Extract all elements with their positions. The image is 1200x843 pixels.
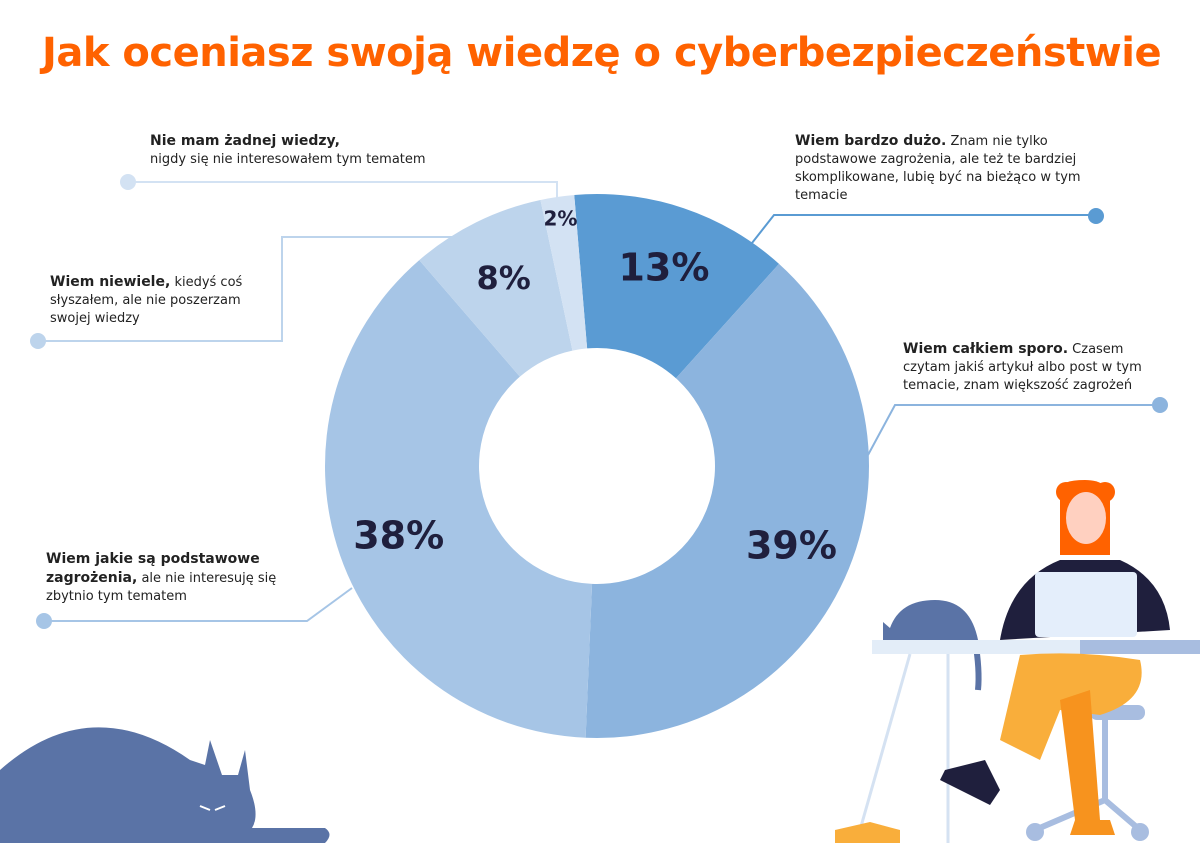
donut-slice-2 — [324, 260, 593, 738]
label-text: kiedyś coś słyszałem, ale nie poszerzam … — [50, 275, 243, 326]
label-text: ale nie interesuję się zbytnio tym temat… — [46, 571, 277, 604]
donut-slice-0 — [574, 194, 780, 379]
leader-dot-3 — [30, 333, 46, 349]
leader-line-0 — [751, 214, 1096, 244]
leader-line-1 — [867, 404, 1160, 456]
donut-slice-1 — [585, 263, 870, 738]
label-bold: Wiem niewiele, — [50, 274, 171, 290]
label-wiem-calkiem-sporo: Wiem całkiem sporo. Czasem czytam jakiś … — [903, 340, 1163, 395]
donut-slice-4 — [540, 194, 588, 351]
leader-dot-1 — [1152, 397, 1168, 413]
value-label-3: 8% — [476, 259, 530, 297]
label-bold: Nie mam żadnej wiedzy, — [150, 133, 340, 149]
leader-dot-4 — [120, 174, 136, 190]
value-label-1: 39% — [746, 524, 837, 568]
leader-line-2 — [44, 587, 353, 622]
label-nie-mam-wiedzy: Nie mam żadnej wiedzy, nigdy się nie int… — [150, 132, 450, 169]
label-bold: Wiem jakie są podstawowe zagrożenia, — [46, 551, 260, 586]
cat-illustration — [0, 727, 330, 843]
page-title: Jak oceniasz swoją wiedzę o cyberbezpiec… — [42, 30, 1162, 76]
label-wiem-podstawowe: Wiem jakie są podstawowe zagrożenia, ale… — [46, 550, 286, 606]
value-label-0: 13% — [618, 245, 709, 289]
value-label-2: 38% — [353, 513, 444, 557]
label-bold: Wiem całkiem sporo. — [903, 341, 1069, 357]
woman-at-desk-illustration — [835, 480, 1200, 843]
label-text: Czasem czytam jakiś artykuł albo post w … — [903, 342, 1142, 393]
leader-line-4 — [128, 181, 558, 200]
label-text: nigdy się nie interesowałem tym tematem — [150, 152, 426, 167]
leader-dot-2 — [36, 613, 52, 629]
label-wiem-niewiele: Wiem niewiele, kiedyś coś słyszałem, ale… — [50, 273, 260, 328]
label-wiem-bardzo-duzo: Wiem bardzo dużo. Znam nie tylko podstaw… — [795, 132, 1105, 205]
leader-line-3 — [38, 236, 460, 342]
leader-dot-0 — [1088, 208, 1104, 224]
label-text: Znam nie tylko podstawowe zagrożenia, al… — [795, 134, 1081, 203]
label-bold: Wiem bardzo dużo. — [795, 133, 947, 149]
donut-slice-3 — [419, 199, 573, 377]
value-label-4: 2% — [543, 207, 577, 231]
